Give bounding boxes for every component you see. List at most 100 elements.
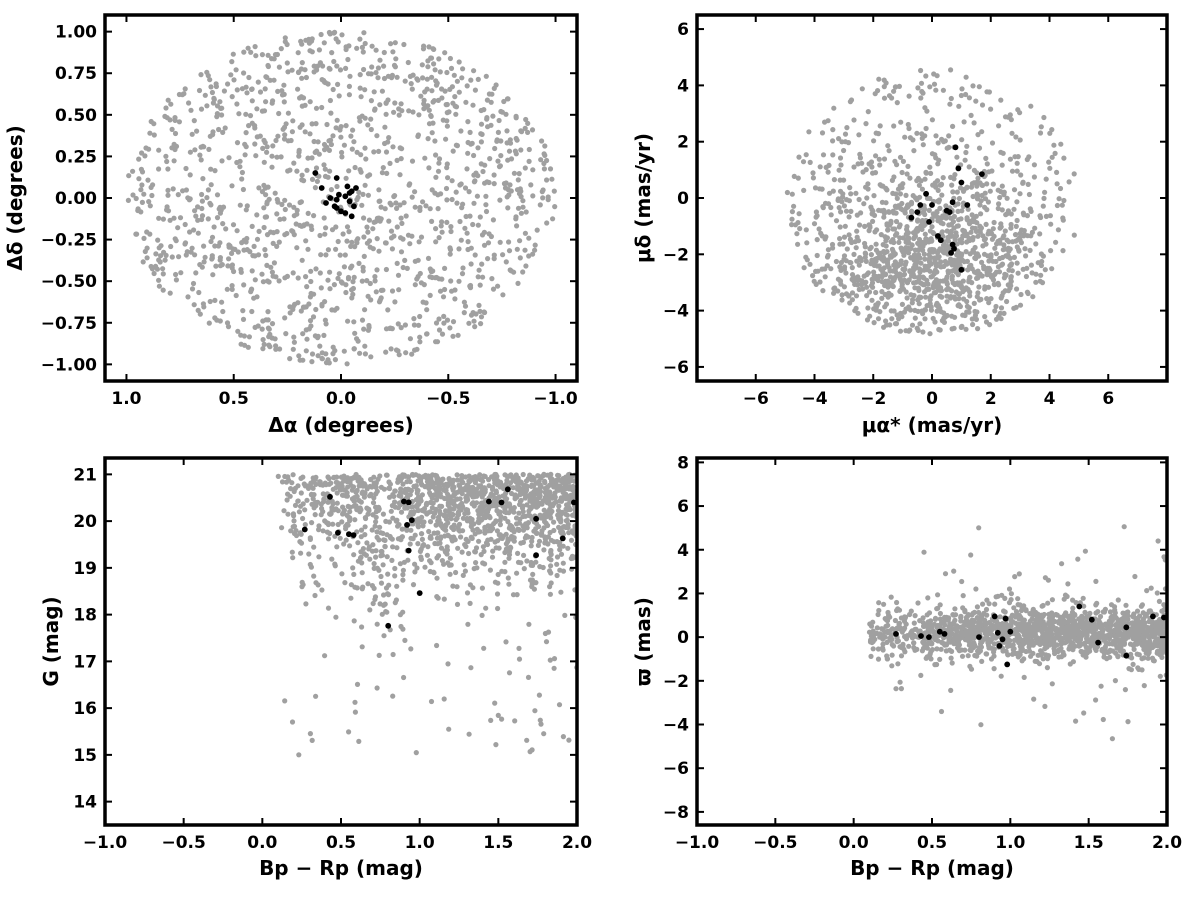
field-star-point [286,477,292,483]
field-star-point [138,187,144,193]
field-star-point [812,185,819,191]
field-star-point [464,590,471,596]
field-star-point [1049,127,1055,133]
field-star-point [889,246,896,252]
field-star-point [847,185,853,191]
field-star-point [883,318,889,324]
field-star-point [337,67,344,73]
field-star-point [554,487,560,493]
field-star-point [909,210,915,216]
field-star-point [524,737,530,743]
field-star-point [548,475,554,482]
field-star-point [263,192,269,198]
field-star-point [271,260,277,266]
field-star-point [503,531,509,537]
field-star-point [934,285,941,291]
field-star-point [506,670,513,676]
field-star-point [927,331,933,337]
field-star-point [165,208,172,214]
field-star-point [249,98,255,104]
field-star-point [320,528,326,534]
field-star-point [483,208,490,215]
field-star-point [971,120,977,126]
field-star-point [171,215,177,221]
field-star-point [804,240,810,246]
field-star-point [516,171,522,177]
field-star-point [303,274,309,280]
field-star-point [824,254,831,260]
field-star-point [359,44,365,51]
field-star-point [995,187,1001,193]
field-star-point [989,168,995,174]
field-star-point [927,247,933,253]
field-star-point [919,648,926,654]
field-star-point [398,325,404,331]
field-star-point [224,286,230,292]
field-star-point [296,509,302,515]
field-star-point [1029,270,1035,276]
field-star-point [281,508,287,514]
field-star-point [485,240,492,246]
field-star-point [412,569,418,575]
field-star-point [567,484,573,490]
field-star-point [965,653,971,659]
field-star-point [459,549,465,555]
field-star-point [373,504,379,510]
field-star-point [888,308,894,314]
field-star-point [504,128,510,134]
field-star-point [897,679,903,685]
field-star-point [187,172,193,178]
field-star-point [1018,172,1024,178]
field-star-point [397,202,403,208]
field-star-point [213,81,219,87]
field-star-point [819,266,825,272]
field-star-point [229,283,235,289]
field-star-point [310,496,316,502]
field-star-point [998,97,1004,103]
member-star-point [401,498,407,505]
field-star-point [529,538,535,544]
field-star-point [844,246,850,252]
field-star-point [417,339,423,345]
field-star-point [1115,597,1121,603]
field-star-point [282,197,288,203]
field-star-point [377,601,383,607]
field-star-point [352,517,358,523]
field-star-point [876,600,882,606]
field-star-point [212,297,218,303]
field-star-point [368,354,374,360]
field-star-point [482,309,488,316]
field-star-point [443,102,449,108]
field-star-point [896,316,902,322]
field-star-point [852,239,858,245]
field-star-point [789,216,795,222]
field-star-point [371,561,377,567]
field-star-point [327,286,333,292]
field-star-point [929,117,936,123]
field-star-point [446,726,452,732]
field-star-point [524,502,530,508]
field-star-point [189,131,195,137]
field-star-point [282,315,288,321]
field-star-point [478,121,485,127]
field-star-point [488,526,495,532]
y-tick-label: 2 [677,133,689,153]
field-star-point [508,156,515,162]
field-star-point [190,280,197,287]
field-star-point [362,87,368,93]
field-star-point [245,45,251,51]
field-star-point [515,177,521,183]
field-star-point [436,327,443,333]
field-star-point [207,200,213,206]
field-star-point [441,313,447,319]
field-star-point [999,261,1006,267]
field-star-point [381,486,387,492]
field-star-point [366,508,372,514]
field-star-point [144,245,150,251]
field-star-point [442,495,448,502]
field-star-point [495,158,501,164]
field-star-point [937,656,943,663]
field-star-point [523,209,529,215]
field-star-point [282,698,288,704]
field-star-point [396,287,402,293]
